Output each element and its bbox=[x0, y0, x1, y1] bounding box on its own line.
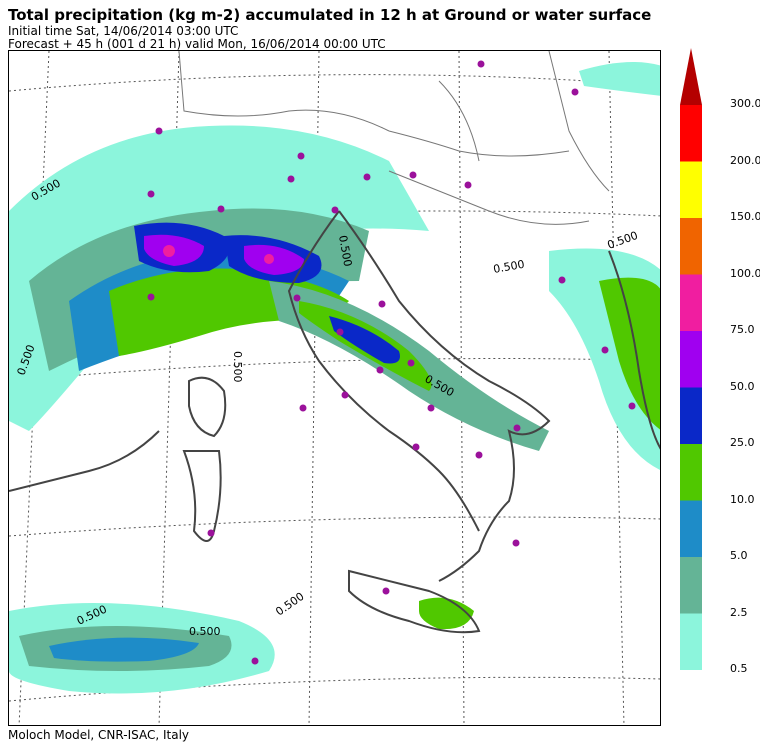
colorbar-label: 50.0 bbox=[730, 379, 755, 393]
city-marker bbox=[217, 205, 225, 213]
colorbar-segment bbox=[680, 613, 702, 670]
contour-label: 0.500 bbox=[273, 590, 306, 619]
contour-label: 0.500 bbox=[231, 351, 244, 383]
borders bbox=[178, 51, 610, 225]
contour-label: 0.500 bbox=[492, 258, 525, 276]
footer-credit: Moloch Model, CNR-ISAC, Italy bbox=[8, 728, 190, 742]
colorbar-label: 100.0 bbox=[730, 266, 760, 280]
city-marker bbox=[297, 152, 305, 160]
city-marker bbox=[601, 346, 609, 354]
precipitation-map: 0.500 0.500 0.500 0.500 0.500 0.500 0.50… bbox=[8, 50, 661, 726]
colorbar-label: 0.5 bbox=[730, 662, 748, 675]
city-marker bbox=[293, 294, 301, 302]
city-marker bbox=[287, 175, 295, 183]
city-marker bbox=[427, 404, 435, 412]
city-marker bbox=[477, 60, 485, 68]
city-marker bbox=[147, 293, 155, 301]
colorbar-label: 150.0 bbox=[730, 210, 760, 223]
coastlines bbox=[9, 210, 660, 634]
colorbar-segment bbox=[680, 274, 702, 331]
colorbar-arrow bbox=[680, 48, 702, 105]
colorbar-segment bbox=[680, 105, 702, 162]
city-marker bbox=[512, 539, 520, 547]
city-marker bbox=[513, 424, 521, 432]
forecast-time: Forecast + 45 h (001 d 21 h) valid Mon, … bbox=[8, 37, 386, 51]
colorbar-segment bbox=[680, 161, 702, 218]
map-title: Total precipitation (kg m-2) accumulated… bbox=[8, 6, 652, 24]
city-marker bbox=[363, 173, 371, 181]
city-marker bbox=[407, 359, 415, 367]
contour-label: 0.500 bbox=[189, 625, 221, 638]
initial-time: Initial time Sat, 14/06/2014 03:00 UTC bbox=[8, 24, 239, 38]
city-marker bbox=[475, 451, 483, 459]
colorbar-label: 2.5 bbox=[730, 605, 748, 619]
city-marker bbox=[376, 366, 384, 374]
colorbar bbox=[680, 48, 702, 670]
colorbar-label: 25.0 bbox=[730, 436, 755, 449]
city-marker bbox=[331, 206, 339, 214]
city-marker bbox=[628, 402, 636, 410]
city-marker bbox=[382, 587, 390, 595]
city-marker bbox=[207, 529, 215, 537]
colorbar-segment bbox=[680, 500, 702, 557]
colorbar-label: 10.0 bbox=[730, 492, 755, 506]
contour-label: 0.500 bbox=[336, 234, 354, 267]
colorbar-label: 200.0 bbox=[730, 153, 760, 167]
city-marker bbox=[464, 181, 472, 189]
city-marker bbox=[558, 276, 566, 284]
city-marker bbox=[299, 404, 307, 412]
colorbar-label: 5.0 bbox=[730, 549, 748, 562]
colorbar-segment bbox=[680, 557, 702, 614]
precip-field bbox=[9, 62, 660, 694]
city-marker bbox=[409, 171, 417, 179]
city-marker bbox=[378, 300, 386, 308]
colorbar-segment bbox=[680, 444, 702, 501]
city-marker bbox=[336, 328, 344, 336]
colorbar-label: 75.0 bbox=[730, 323, 755, 336]
colorbar-segment bbox=[680, 387, 702, 444]
map-canvas: 0.500 0.500 0.500 0.500 0.500 0.500 0.50… bbox=[9, 51, 660, 725]
city-marker bbox=[412, 443, 420, 451]
colorbar-segment bbox=[680, 331, 702, 388]
city-marker bbox=[147, 190, 155, 198]
city-marker bbox=[571, 88, 579, 96]
city-marker bbox=[251, 657, 259, 665]
colorbar-segment bbox=[680, 218, 702, 275]
city-marker bbox=[155, 127, 163, 135]
city-marker bbox=[341, 391, 349, 399]
city-markers bbox=[147, 60, 636, 665]
contour-label: 0.500 bbox=[606, 229, 640, 252]
colorbar-label: 300.0 bbox=[730, 97, 760, 110]
